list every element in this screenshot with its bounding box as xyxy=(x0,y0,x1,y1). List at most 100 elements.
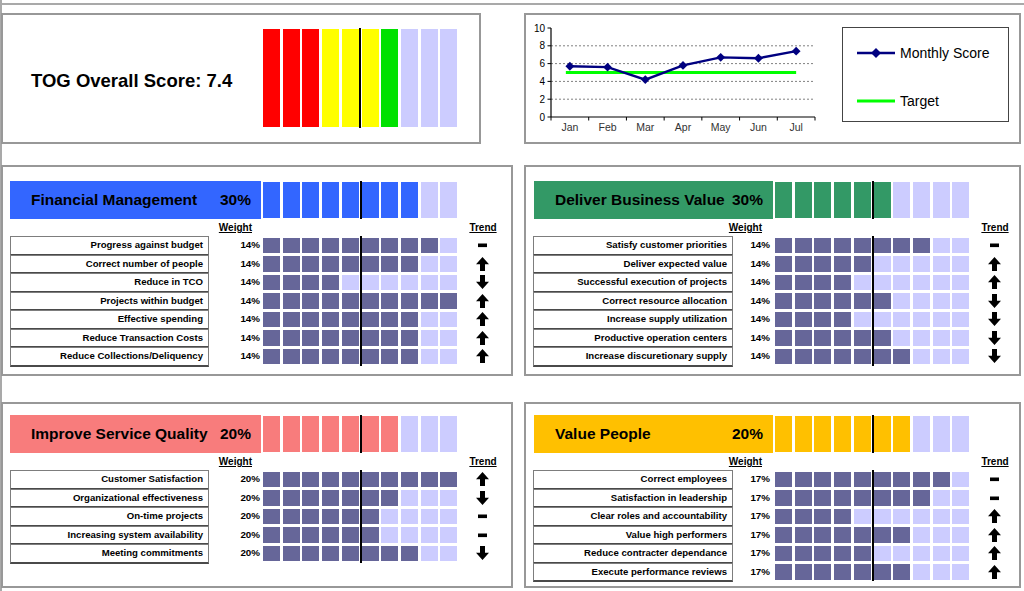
trend-flat-icon xyxy=(475,527,490,543)
quadrant-header-cell xyxy=(874,416,891,452)
kpi-score-cell xyxy=(913,509,930,525)
kpi-score-cell xyxy=(381,509,398,525)
weight-column-header: Weight xyxy=(192,222,252,233)
trend-flat-icon xyxy=(987,471,1002,487)
kpi-trend xyxy=(987,471,1002,487)
kpi-score-cell xyxy=(342,330,359,346)
kpi-score-cell xyxy=(854,330,871,346)
kpi-score-cell xyxy=(775,546,792,562)
kpi-trend xyxy=(987,256,1002,272)
quadrant-header-cell xyxy=(283,416,300,452)
kpi-score-cell xyxy=(362,275,379,291)
quadrant-title: Deliver Business Value xyxy=(555,191,725,209)
trend-flat-icon xyxy=(475,237,490,253)
kpi-score-cell xyxy=(893,472,910,488)
kpi-score-cell xyxy=(263,256,280,272)
kpi-score-cell xyxy=(952,527,969,543)
kpi-score-cell xyxy=(834,509,851,525)
kpi-row-weight: 20% xyxy=(200,492,260,503)
kpi-score-cell xyxy=(342,546,359,562)
trend-column-header: Trend xyxy=(458,456,508,467)
kpi-row-label: Reduce Transaction Costs xyxy=(10,329,209,349)
kpi-row-label: Correct resource allocation xyxy=(533,292,733,312)
kpi-score-cell xyxy=(421,256,438,272)
kpi-score-cell xyxy=(795,509,812,525)
quadrant-header-cell xyxy=(834,182,851,218)
kpi-score-cell xyxy=(854,472,871,488)
legend-label-target: Target xyxy=(900,93,939,109)
kpi-score-cell xyxy=(401,293,418,309)
kpi-score-cell xyxy=(401,509,418,525)
kpi-row-weight: 17% xyxy=(710,510,770,521)
kpi-trend xyxy=(475,256,490,272)
monthly-score-line-swatch xyxy=(857,46,895,60)
kpi-score-cell xyxy=(381,472,398,488)
kpi-score-cell xyxy=(302,349,319,365)
kpi-score-cell xyxy=(854,509,871,525)
kpi-score-cell xyxy=(401,312,418,328)
trend-down-icon xyxy=(987,348,1002,364)
kpi-score-cell xyxy=(440,312,457,328)
kpi-score-cell xyxy=(834,546,851,562)
kpi-trend xyxy=(475,237,490,253)
kpi-score-cell xyxy=(795,275,812,291)
kpi-score-cell xyxy=(775,275,792,291)
kpi-score-cell xyxy=(322,527,339,543)
kpi-score-cell xyxy=(874,312,891,328)
quadrant-header-cell xyxy=(913,416,930,452)
kpi-score-cell xyxy=(283,472,300,488)
kpi-score-cell xyxy=(421,509,438,525)
kpi-row-label: Increasing system availability xyxy=(10,526,209,546)
kpi-score-cell xyxy=(933,546,950,562)
quadrant-header-cell xyxy=(381,182,398,218)
kpi-score-cell xyxy=(874,275,891,291)
kpi-score-cell xyxy=(421,312,438,328)
quadrant-header-cell xyxy=(421,182,438,218)
kpi-score-cell xyxy=(913,472,930,488)
kpi-score-cell xyxy=(913,275,930,291)
kpi-score-cell xyxy=(952,546,969,562)
kpi-score-cell xyxy=(913,564,930,580)
kpi-score-cell xyxy=(913,238,930,254)
kpi-score-cell xyxy=(795,238,812,254)
target-marker xyxy=(359,28,361,128)
kpi-score-cell xyxy=(814,256,831,272)
kpi-score-cell xyxy=(342,509,359,525)
quadrant-header-bar: Value People20% xyxy=(534,415,773,453)
quadrant-header-cell xyxy=(283,182,300,218)
y-axis-tick-label: 4 xyxy=(539,76,545,87)
quadrant-header-cell xyxy=(263,416,280,452)
kpi-score-cell xyxy=(893,546,910,562)
target-line-swatch xyxy=(857,94,895,108)
kpi-score-cell xyxy=(874,490,891,506)
kpi-score-cell xyxy=(362,293,379,309)
kpi-score-cell xyxy=(362,312,379,328)
kpi-score-cell xyxy=(834,293,851,309)
kpi-score-cell xyxy=(952,330,969,346)
kpi-score-cell xyxy=(814,275,831,291)
kpi-row-label: Meeting commitments xyxy=(10,544,209,564)
kpi-score-cell xyxy=(814,546,831,562)
score-ribbon-cell xyxy=(362,29,379,127)
kpi-row-label: Productive operation centers xyxy=(533,329,733,349)
kpi-trend xyxy=(475,490,490,506)
kpi-row-weight: 14% xyxy=(710,258,770,269)
kpi-score-cell xyxy=(874,472,891,488)
quadrant-header-cell xyxy=(263,182,280,218)
kpi-score-cell xyxy=(775,472,792,488)
kpi-row-label: Customer Satisfaction xyxy=(10,470,209,490)
kpi-score-cell xyxy=(933,564,950,580)
kpi-row-label: Correct number of people xyxy=(10,255,209,275)
kpi-score-cell xyxy=(302,490,319,506)
kpi-score-cell xyxy=(795,256,812,272)
kpi-score-cell xyxy=(342,275,359,291)
data-point-marker xyxy=(716,53,725,62)
trend-up-icon xyxy=(987,545,1002,561)
kpi-score-cell xyxy=(814,330,831,346)
kpi-score-cell xyxy=(263,275,280,291)
kpi-row-weight: 20% xyxy=(200,473,260,484)
kpi-score-cell xyxy=(362,349,379,365)
kpi-score-cell xyxy=(263,312,280,328)
kpi-trend xyxy=(475,471,490,487)
kpi-trend xyxy=(475,508,490,524)
